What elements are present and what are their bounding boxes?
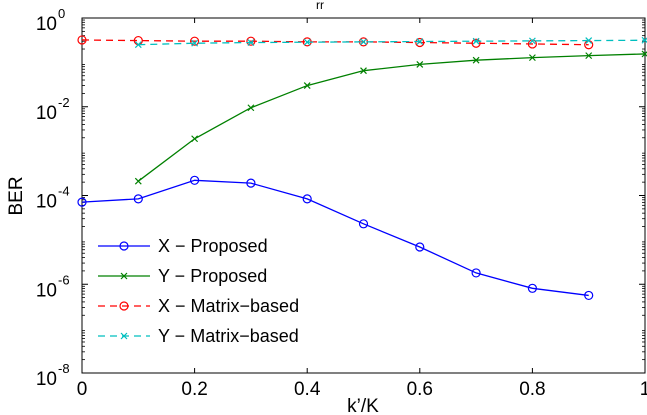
x-axis-label: k’/K bbox=[347, 396, 379, 415]
data-point bbox=[247, 104, 255, 112]
series-line bbox=[137, 53, 646, 182]
data-point bbox=[246, 178, 256, 188]
data-point bbox=[527, 283, 538, 293]
legend-marker bbox=[119, 241, 129, 251]
legend-marker bbox=[120, 332, 128, 340]
data-point bbox=[585, 52, 593, 60]
data-point bbox=[585, 37, 593, 44]
data-point bbox=[471, 38, 481, 48]
data-point bbox=[358, 219, 369, 229]
legend-label: X − Proposed bbox=[158, 236, 268, 256]
series-line bbox=[138, 39, 646, 46]
data-point bbox=[415, 37, 425, 48]
x-tick-label: 0.4 bbox=[294, 379, 321, 400]
series-line bbox=[81, 179, 589, 297]
x-tick-label: 0.2 bbox=[181, 379, 207, 400]
data-point bbox=[528, 54, 536, 62]
data-point bbox=[190, 175, 200, 185]
y-tick-label-exponent: -2 bbox=[58, 95, 70, 110]
y-tick-label-base: 10 bbox=[36, 192, 57, 213]
x-tick-label: 1 bbox=[640, 379, 647, 400]
y-tick-label-exponent: -6 bbox=[58, 272, 70, 287]
data-point bbox=[133, 194, 143, 204]
data-point bbox=[360, 38, 367, 46]
x-tick-label: 0.6 bbox=[407, 379, 433, 400]
legend-marker bbox=[119, 301, 129, 311]
data-point bbox=[303, 82, 311, 90]
data-point bbox=[360, 67, 367, 75]
x-tick-label: 0 bbox=[77, 379, 88, 400]
data-point bbox=[134, 177, 142, 185]
data-point bbox=[302, 194, 312, 204]
series-4 bbox=[134, 36, 647, 49]
data-point bbox=[527, 39, 538, 49]
x-tick-label: 0.8 bbox=[519, 379, 545, 400]
data-point bbox=[77, 197, 87, 207]
legend-label: Y − Matrix−based bbox=[158, 326, 299, 346]
series-2 bbox=[134, 50, 647, 185]
y-tick-label-base: 10 bbox=[36, 103, 57, 124]
data-point bbox=[471, 268, 481, 278]
data-point bbox=[472, 37, 480, 45]
legend-item: Y − Proposed bbox=[98, 266, 267, 286]
data-point bbox=[584, 290, 594, 301]
plot-area bbox=[81, 17, 646, 374]
y-tick-label-exponent: -8 bbox=[58, 361, 70, 376]
series-1 bbox=[77, 175, 594, 301]
x-axis: 0 0.2 0.4 0.6 0.8 1 bbox=[77, 18, 647, 400]
y-tick-label-base: 10 bbox=[36, 280, 57, 301]
data-point bbox=[415, 242, 425, 252]
top-title-fragment: rr bbox=[316, 0, 324, 12]
data-point bbox=[246, 36, 256, 46]
data-point bbox=[528, 37, 536, 45]
y-tick-label-base: 10 bbox=[36, 14, 57, 35]
data-point bbox=[247, 39, 255, 46]
data-point bbox=[472, 56, 480, 64]
legend-label: Y − Proposed bbox=[158, 266, 267, 286]
legend-item: X − Matrix−based bbox=[98, 296, 299, 316]
y-tick-label-exponent: 0 bbox=[58, 6, 65, 21]
data-point bbox=[303, 38, 311, 46]
data-point bbox=[416, 60, 424, 68]
y-axis-label: BER bbox=[6, 176, 27, 215]
legend-label: X − Matrix−based bbox=[158, 296, 299, 316]
series-layer bbox=[77, 35, 647, 301]
data-point bbox=[641, 50, 647, 58]
data-point bbox=[416, 38, 424, 45]
data-point bbox=[191, 135, 199, 143]
data-point bbox=[77, 35, 87, 45]
y-tick-label-base: 10 bbox=[36, 369, 57, 390]
data-point bbox=[134, 41, 142, 49]
data-point bbox=[190, 36, 200, 46]
legend-item: X − Proposed bbox=[98, 236, 268, 256]
legend: X − Proposed Y − Proposed X − Matrix−based… bbox=[98, 236, 299, 346]
legend-marker bbox=[120, 272, 128, 280]
data-point bbox=[191, 39, 199, 47]
y-tick-label-exponent: -4 bbox=[58, 184, 70, 199]
data-point bbox=[641, 36, 647, 44]
legend-item: Y − Matrix−based bbox=[98, 326, 299, 346]
